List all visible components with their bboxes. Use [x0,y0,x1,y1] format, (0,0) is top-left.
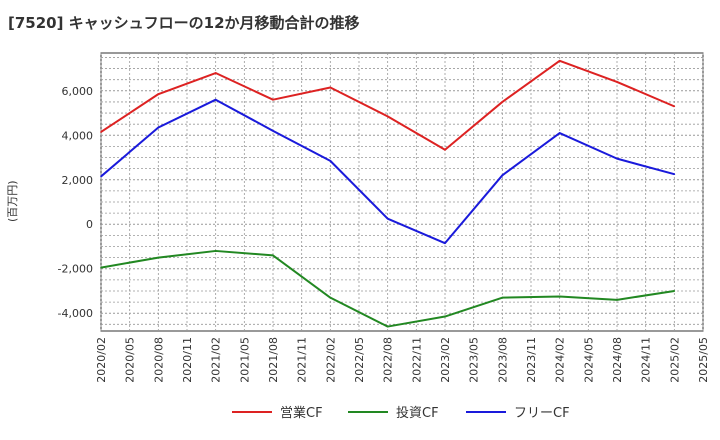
x-tick-label: 2022/02 [324,337,337,383]
legend-swatch-investing-cf [348,410,388,413]
x-tick-label: 2022/11 [410,337,423,383]
data-point [558,295,561,298]
legend-label-free-cf: フリーCF [514,406,570,421]
data-point [444,148,446,151]
x-tick-label: 2024/05 [582,337,595,383]
x-tick-label: 2022/08 [382,337,395,383]
data-point [157,126,160,129]
legend-swatch-operating-cf [232,410,272,413]
data-point [272,98,274,101]
data-point [616,299,618,301]
data-point [214,250,217,252]
x-tick-label: 2021/02 [210,337,223,383]
plot-area [100,52,704,332]
y-tick-label: 6,000 [62,85,94,98]
data-point [100,266,102,269]
data-point [386,115,389,118]
x-tick-label: 2024/11 [640,337,653,383]
data-point [100,131,102,133]
x-tick-label: 2024/08 [611,337,624,383]
x-tick-label: 2023/05 [468,337,481,383]
legend-item-investing-cf: 投資CF [348,402,439,421]
chart-title: [7520] キャッシュフローの12か月移動合計の推移 [8,14,360,32]
legend-label-operating-cf: 営業CF [280,406,323,421]
x-tick-label: 2023/02 [439,337,452,383]
data-point [272,130,274,132]
data-point [157,256,160,259]
data-point [444,242,446,244]
x-tick-label: 2025/02 [668,337,681,383]
x-tick-label: 2020/02 [95,337,108,383]
data-point [616,157,618,160]
data-point [444,315,446,318]
x-tick-label: 2022/05 [353,337,366,383]
data-point [157,93,160,95]
x-tick-label: 2021/08 [267,337,280,383]
legend-swatch-free-cf [466,410,506,413]
data-point [501,174,504,177]
y-tick-label: -4,000 [58,307,93,320]
x-tick-label: 2020/08 [152,337,165,383]
data-point [329,86,332,89]
data-point [558,59,561,62]
x-tick-label: 2020/05 [124,337,137,383]
data-point [558,132,561,134]
data-point [214,72,217,74]
data-point [673,105,676,108]
legend-item-free-cf: フリーCF [466,402,570,421]
x-tick-label: 2020/11 [181,337,194,383]
data-point [673,290,676,292]
y-tick-label: -2,000 [58,263,93,276]
x-tick-label: 2023/11 [525,337,538,383]
y-tick-label: 0 [86,218,93,231]
data-point [616,81,618,83]
data-point [329,160,332,162]
y-tick-label: 2,000 [62,174,94,187]
data-point [673,173,676,176]
x-tick-label: 2023/08 [496,337,509,383]
data-point [272,254,274,257]
data-point [386,325,389,328]
data-point [501,296,504,299]
x-tick-label: 2024/02 [554,337,567,383]
data-point [214,98,217,101]
data-point [329,296,332,299]
data-point [100,175,102,178]
legend-item-operating-cf: 営業CF [232,402,323,421]
data-point [386,217,389,220]
data-point [501,101,504,103]
legend: 営業CF 投資CF フリーCF [0,402,720,428]
x-tick-label: 2021/05 [238,337,251,383]
y-tick-label: 4,000 [62,129,94,142]
x-tick-label: 2021/11 [296,337,309,383]
x-tick-label: 2025/05 [697,337,710,383]
legend-label-investing-cf: 投資CF [396,406,439,421]
